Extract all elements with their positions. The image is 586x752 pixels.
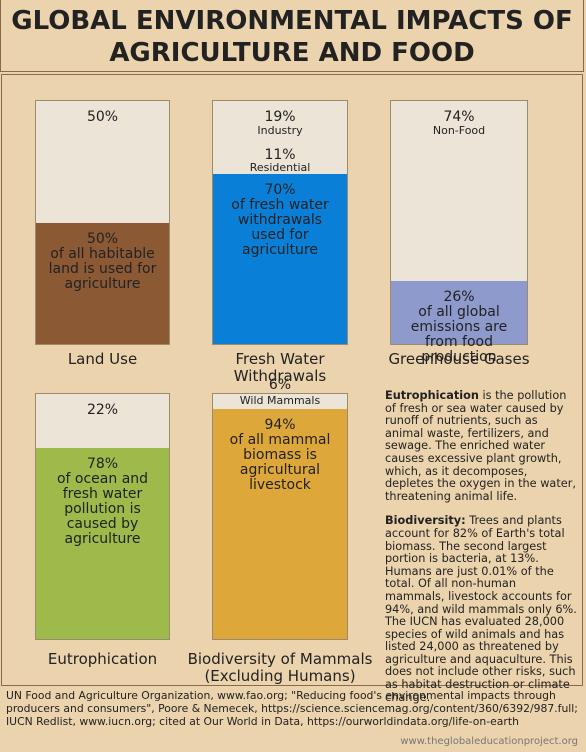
segment-label: of ocean and fresh water pollution is ca… [56,470,149,547]
note-term: Biodiversity: [385,514,466,528]
bar: 78% of ocean and fresh water pollution is… [35,393,170,640]
segment-label: of fresh water withdrawals used for agri… [231,196,329,258]
segment-label: of all mammal biomass is agricultural li… [229,431,331,493]
value-label: 74% [443,109,475,126]
chart-title: Land Use [67,350,138,368]
value-label: 22% [86,402,119,419]
segment-label: Wild Mammals [239,394,321,408]
segment-label: Industry [257,124,303,138]
value-label: 70% [264,181,296,198]
chart-title: Fresh Water Withdrawals [233,350,327,385]
note: Biodiversity: Trees and plants account f… [385,515,577,704]
segment: 11% Residential [213,147,347,174]
segment: Wild Mammals [213,394,347,409]
bar: 26% of all global emissions are from food… [390,100,528,364]
chart-title: Eutrophication [47,650,158,668]
value-label: 94% [264,416,296,433]
bar: 70% of fresh water withdrawals used for a… [212,100,348,345]
segment: 26% of all global emissions are from food… [391,280,527,364]
panel [1,74,583,686]
source: UN Food and Agriculture Organization, ww… [6,689,578,728]
segment-label: Residential [249,161,311,175]
segment-label: of all habitable land is used for agricu… [48,245,157,292]
segment: 50% [36,101,169,223]
segment: 94% of all mammal biomass is agricultural… [213,408,347,639]
value-label: 11% [264,147,296,164]
value-label: 19% [264,109,296,126]
note: Eutrophication is the pollution of fresh… [385,389,577,503]
segment-label: of all global emissions are from food pr… [410,303,508,365]
value-label: 26% [443,288,475,305]
segment: 78% of ocean and fresh water pollution is… [36,447,169,639]
segment: 50% of all habitable land is used for agr… [36,222,169,344]
segment: 74% Non-Food [391,101,527,281]
title: GLOBAL ENVIRONMENTAL IMPACTS OF AGRICULT… [0,0,584,72]
segment: 70% of fresh water withdrawals used for a… [213,173,347,344]
chart-title: Greenhouse Gases [388,350,530,368]
chart-title: Biodiversity of Mammals (Excluding Human… [187,650,373,685]
value-label: 50% [86,109,119,125]
bar: 94% of all mammal biomass is agricultural… [212,393,348,640]
note-text: Trees and plants account for 82% of Eart… [385,514,577,704]
bar: 50% of all habitable land is used for agr… [35,100,170,345]
segment: 19% Industry [213,101,347,148]
note-text: is the pollution of fresh or sea water c… [385,389,576,503]
segment: 22% [36,394,169,448]
value-label: 78% [86,455,119,472]
note-term: Eutrophication [385,389,479,402]
segment-label: Non-Food [432,124,486,138]
credit: www.theglobaleducationproject.org [400,736,578,747]
notes: Eutrophication is the pollution of fresh… [385,389,577,716]
value-label: 50% [86,230,119,247]
value-label: 6% [268,377,292,393]
